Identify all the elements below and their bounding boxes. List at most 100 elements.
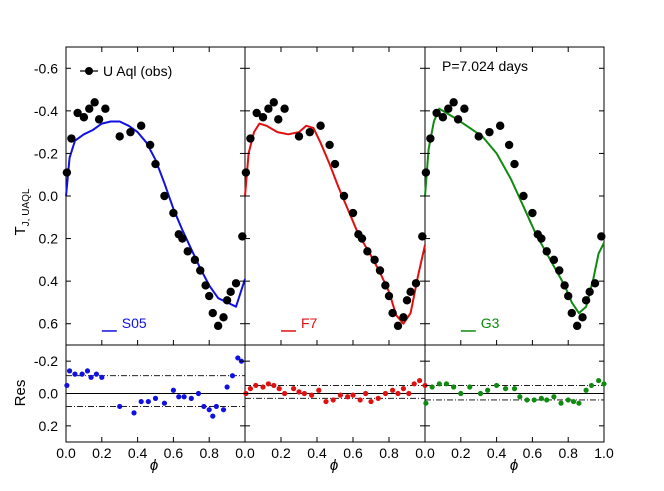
- residual-point-G3: [517, 394, 523, 400]
- panel-frames: [65, 46, 605, 443]
- obs-point: [572, 321, 582, 331]
- obs-point: [578, 313, 587, 322]
- obs-point: [160, 191, 169, 201]
- residual-point-F7: [363, 390, 369, 397]
- xtick-label: 1.0: [594, 445, 614, 461]
- model-curve-F7: [244, 122, 426, 325]
- y-axis-label-res: Res: [12, 380, 29, 407]
- obs-point: [453, 115, 463, 124]
- residual-point-F7: [291, 386, 297, 392]
- residual-point-F7: [350, 392, 356, 398]
- obs-point: [560, 281, 569, 290]
- obs-point: [411, 279, 421, 288]
- xtick-label: 0.2: [271, 445, 291, 461]
- obs-point: [264, 104, 273, 113]
- residual-point-S05: [117, 403, 123, 410]
- obs-point: [339, 191, 349, 201]
- obs-point: [375, 266, 385, 275]
- obs-point: [190, 255, 200, 265]
- residual-point-F7: [395, 390, 401, 397]
- residual-point-S05: [66, 368, 73, 374]
- obs-point: [208, 308, 217, 318]
- legend-marker: [85, 67, 93, 75]
- residual-point-G3: [583, 387, 589, 393]
- res-ytick-label: -0.2: [34, 353, 58, 369]
- residual-point-G3: [511, 386, 518, 392]
- residual-point-F7: [271, 382, 277, 389]
- obs-point: [241, 168, 251, 177]
- obs-point: [252, 108, 261, 118]
- xtick-label: 0.4: [128, 445, 148, 461]
- obs-point: [325, 140, 334, 150]
- obs-point: [226, 287, 235, 296]
- main-ytick-label: -0.6: [34, 60, 58, 76]
- residual-point-G3: [596, 377, 602, 384]
- residual-point-F7: [382, 390, 388, 397]
- obs-point: [169, 208, 178, 218]
- obs-point: [421, 168, 431, 177]
- residual-point-S05: [170, 387, 176, 393]
- residual-point-F7: [417, 377, 423, 384]
- residual-point-F7: [253, 382, 259, 389]
- obs-point: [136, 121, 146, 130]
- residual-point-S05: [99, 374, 105, 380]
- residual-point-S05: [79, 371, 85, 377]
- series-label-G3: G3: [481, 315, 500, 331]
- residual-point-S05: [210, 413, 216, 419]
- residual-point-G3: [423, 400, 429, 406]
- obs-point: [357, 234, 367, 243]
- obs-point: [449, 98, 458, 107]
- xtick-label: 0.0: [415, 445, 435, 461]
- residual-point-G3: [436, 381, 442, 387]
- obs-point: [370, 255, 379, 265]
- obs-point: [85, 104, 94, 113]
- main-panel-frame-3: [424, 46, 605, 346]
- residual-point-S05: [201, 403, 207, 410]
- obs-point: [363, 247, 372, 256]
- legend-label: U Aql (obs): [103, 63, 172, 79]
- residual-point-G3: [467, 384, 473, 390]
- obs-point: [222, 296, 232, 305]
- main-panel-frame-1: [65, 46, 246, 346]
- residual-point-G3: [524, 397, 530, 403]
- obs-point: [381, 281, 390, 290]
- res-ytick-label: 0.2: [39, 418, 59, 434]
- residual-point-G3: [588, 382, 595, 389]
- residual-point-G3: [565, 397, 571, 403]
- obs-point: [519, 191, 528, 201]
- residual-point-S05: [131, 410, 137, 416]
- obs-point: [485, 127, 494, 137]
- x-axis-label-3: ϕ: [510, 457, 518, 474]
- obs-point: [388, 308, 397, 318]
- obs-point: [316, 121, 325, 130]
- residual-point-F7: [406, 390, 412, 397]
- xtick-label: 0.8: [199, 445, 219, 461]
- obs-point: [101, 104, 110, 113]
- obs-point: [581, 296, 591, 305]
- residual-point-G3: [451, 384, 457, 390]
- residual-point-S05: [84, 368, 91, 374]
- obs-point: [219, 313, 228, 322]
- residual-point-S05: [220, 407, 227, 413]
- obs-point: [294, 132, 304, 141]
- obs-point: [504, 140, 514, 150]
- x-axis-label-1: ϕ: [150, 457, 158, 474]
- residual-point-F7: [260, 384, 266, 390]
- xtick-label: 0.4: [487, 445, 507, 461]
- obs-point: [542, 247, 551, 256]
- main-ytick-label: 0.4: [39, 273, 59, 289]
- residual-point-F7: [309, 392, 315, 398]
- xtick-label: 0.0: [235, 445, 255, 461]
- xtick-label: 0.0: [56, 445, 76, 461]
- obs-point: [418, 232, 427, 241]
- model-curve-S05: [65, 120, 246, 308]
- residual-point-F7: [337, 392, 343, 398]
- main-ytick-label: -0.2: [34, 145, 58, 161]
- residual-point-G3: [576, 400, 582, 406]
- obs-point: [151, 159, 160, 169]
- tick-labels: -0.6 -0.4 -0.2 0.0 0.2 0.4 0.6 -0.2 0.0 0.2 0.0 0.2…: [34, 60, 614, 461]
- residual-point-F7: [375, 395, 381, 401]
- obs-point: [231, 279, 241, 288]
- residual-point-S05: [195, 390, 202, 397]
- residual-point-S05: [138, 398, 144, 405]
